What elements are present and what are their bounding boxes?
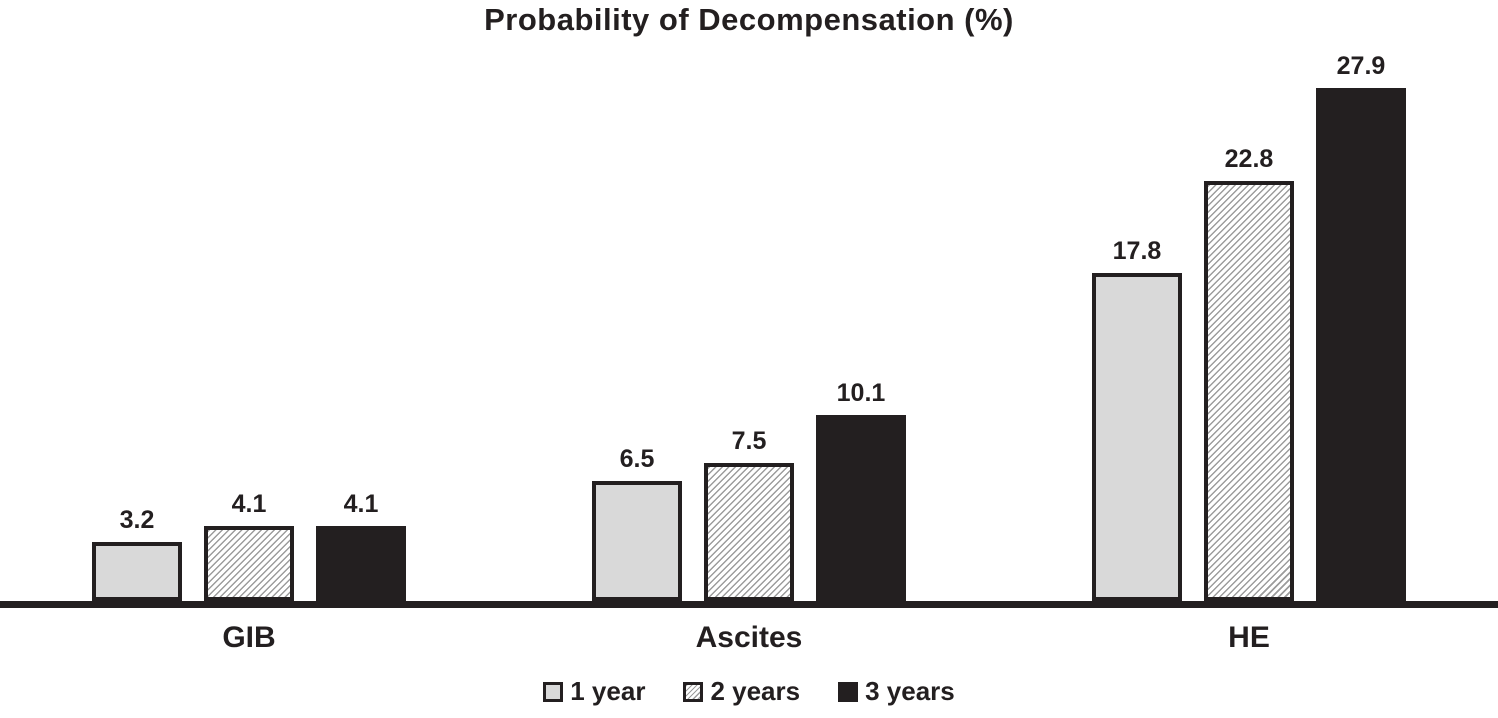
bar-value-label: 7.5 (731, 427, 767, 455)
bar-unit: 22.8 (1204, 145, 1294, 601)
legend-label: 1 year (570, 676, 646, 706)
legend-swatch-icon (838, 681, 859, 702)
x-axis-line (0, 601, 1498, 608)
bar-group-gib: 3.2 4.1 4.1 (92, 490, 406, 601)
bar-1-year-he (1092, 273, 1182, 601)
bar-unit: 6.5 (592, 445, 682, 601)
bar-value-label: 6.5 (619, 445, 655, 473)
bar-unit: 17.8 (1092, 237, 1182, 601)
legend-swatch-icon (543, 681, 564, 702)
bar-3-years-ascites (816, 415, 906, 601)
plot-area: 3.2 4.1 4.1 6.5 7.5 10.1 17.8 22.8 27.9 (0, 52, 1498, 601)
bar-unit: 4.1 (316, 490, 406, 601)
bar-1-year-ascites (592, 481, 682, 601)
bar-unit: 27.9 (1316, 52, 1406, 601)
bar-unit: 3.2 (92, 506, 182, 601)
category-label-he: HE (1228, 621, 1270, 654)
bar-value-label: 22.8 (1224, 145, 1274, 173)
legend-item-2-years: 2 years (683, 676, 800, 707)
bar-3-years-he (1316, 88, 1406, 601)
bar-unit: 7.5 (704, 427, 794, 601)
bar-group-ascites: 6.5 7.5 10.1 (592, 379, 906, 601)
bar-2-years-gib (204, 526, 294, 601)
bar-value-label: 4.1 (343, 490, 379, 518)
bar-1-year-gib (92, 542, 182, 601)
category-label-ascites: Ascites (695, 621, 803, 654)
bar-group-he: 17.8 22.8 27.9 (1092, 52, 1406, 601)
legend: 1 year 2 years 3 years (0, 676, 1498, 707)
bar-value-label: 17.8 (1112, 237, 1162, 265)
legend-label: 2 years (710, 676, 801, 706)
category-labels: GIB Ascites HE (0, 621, 1498, 655)
bar-value-label: 27.9 (1336, 52, 1386, 80)
bar-2-years-he (1204, 181, 1294, 601)
legend-item-3-years: 3 years (838, 676, 955, 707)
category-label-gib: GIB (222, 621, 276, 654)
bar-unit: 10.1 (816, 379, 906, 601)
legend-swatch-icon (683, 681, 704, 702)
bar-value-label: 10.1 (836, 379, 886, 407)
legend-item-1-year: 1 year (543, 676, 645, 707)
bar-unit: 4.1 (204, 490, 294, 601)
bar-value-label: 3.2 (119, 506, 155, 534)
bar-2-years-ascites (704, 463, 794, 601)
chart-title: Probability of Decompensation (%) (484, 2, 1014, 37)
bar-value-label: 4.1 (231, 490, 267, 518)
bar-3-years-gib (316, 526, 406, 601)
legend-label: 3 years (865, 676, 955, 706)
